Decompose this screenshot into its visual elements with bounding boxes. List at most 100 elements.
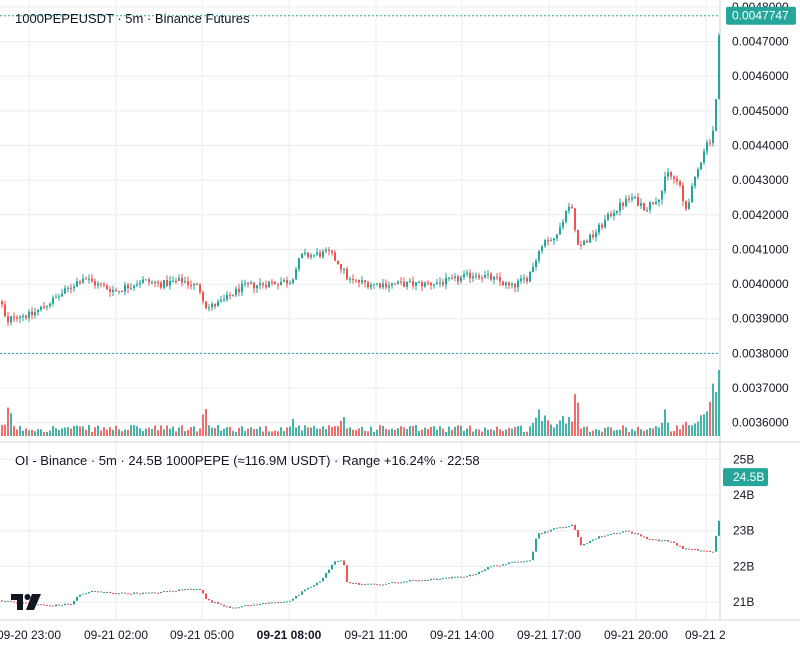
volume-bar <box>592 430 594 436</box>
candle-body <box>682 185 684 202</box>
oi-candles <box>1 520 720 609</box>
volume-bar <box>247 428 249 436</box>
volume-bar <box>217 425 219 436</box>
volume-bar <box>604 428 606 436</box>
candle-body <box>487 274 489 276</box>
candle-body <box>472 276 474 279</box>
candle-body <box>427 282 429 284</box>
candle-body <box>181 278 183 283</box>
oi-bar <box>262 603 264 605</box>
oi-bar <box>232 607 234 609</box>
candle-body <box>310 255 312 258</box>
time-axis-label: 09-21 05:00 <box>170 628 234 642</box>
volume-bar <box>706 411 708 436</box>
volume-bar <box>559 420 561 436</box>
candle-body <box>424 282 426 287</box>
candle-body <box>292 279 294 283</box>
candle-body <box>250 282 252 285</box>
candle-body <box>121 290 123 292</box>
volume-bar <box>166 425 168 436</box>
volume-bar <box>475 429 477 436</box>
oi-bar <box>133 592 135 595</box>
oi-bar <box>607 534 609 536</box>
oi-bar <box>52 605 54 607</box>
candle-body <box>589 234 591 243</box>
candle-body <box>481 277 483 279</box>
oi-bar <box>445 577 447 579</box>
candle-body <box>649 202 651 210</box>
tradingview-logo-icon[interactable] <box>11 594 43 610</box>
candle-body <box>262 283 264 285</box>
volume-bar <box>307 427 309 436</box>
candle-body <box>535 260 537 267</box>
oi-bar <box>499 565 501 567</box>
candle-body <box>475 275 477 277</box>
candle-body <box>658 199 660 202</box>
volume-bar <box>607 426 609 436</box>
oi-bar <box>58 604 60 606</box>
oi-bar <box>547 531 549 533</box>
candle-body <box>268 282 270 288</box>
oi-bar <box>703 550 705 552</box>
oi-bar <box>124 592 126 594</box>
volume-bar <box>268 431 270 436</box>
oi-bar <box>598 536 600 539</box>
volume-bar <box>661 422 663 436</box>
candle-body <box>346 268 348 280</box>
oi-bar <box>694 548 696 550</box>
candle-body <box>661 191 663 200</box>
candle-body <box>694 176 696 187</box>
volume-bar <box>688 425 690 436</box>
oi-bar <box>394 582 396 584</box>
oi-bar <box>307 587 309 590</box>
candle-body <box>298 258 300 270</box>
candle-body <box>640 203 642 206</box>
candle-body <box>718 35 720 100</box>
volume-bar <box>466 428 468 436</box>
candle-body <box>34 312 36 316</box>
candle-body <box>154 281 156 283</box>
oi-bar <box>706 550 708 552</box>
volume-bar <box>91 431 93 436</box>
candle-body <box>19 316 21 319</box>
volume-bar <box>370 426 372 436</box>
volume-bar <box>235 431 237 436</box>
oi-bar <box>238 607 240 609</box>
oi-bar <box>517 561 519 563</box>
oi-bar <box>214 601 216 603</box>
volume-bar <box>691 425 693 436</box>
oi-bar <box>568 526 570 528</box>
volume-bar <box>451 429 453 436</box>
volume-bar <box>514 426 516 436</box>
volume-bar <box>577 402 579 436</box>
candle-body <box>412 281 414 286</box>
candle-body <box>76 281 78 287</box>
oi-bar <box>604 535 606 537</box>
oi-bar <box>583 543 585 546</box>
oi-bar <box>328 569 330 574</box>
oi-bar <box>25 602 27 604</box>
oi-bar <box>643 536 645 538</box>
oi-bar <box>571 524 573 527</box>
volume-bar <box>52 426 54 436</box>
oi-bar <box>100 591 102 593</box>
volume-bar <box>652 428 654 436</box>
oi-bar <box>127 593 129 595</box>
candle-body <box>355 279 357 281</box>
oi-bar <box>691 548 693 550</box>
volume-bar <box>658 427 660 436</box>
volume-bar <box>634 430 636 436</box>
oi-bar <box>451 576 453 579</box>
candle-body <box>637 196 639 206</box>
volume-bar <box>334 426 336 436</box>
candle-body <box>202 292 204 302</box>
candle-body <box>571 206 573 209</box>
volume-bar <box>94 427 96 436</box>
candle-body <box>229 294 231 296</box>
volume-bar <box>73 425 75 436</box>
volume-bar <box>421 429 423 436</box>
volume-bar <box>463 430 465 436</box>
volume-bar <box>649 427 651 436</box>
